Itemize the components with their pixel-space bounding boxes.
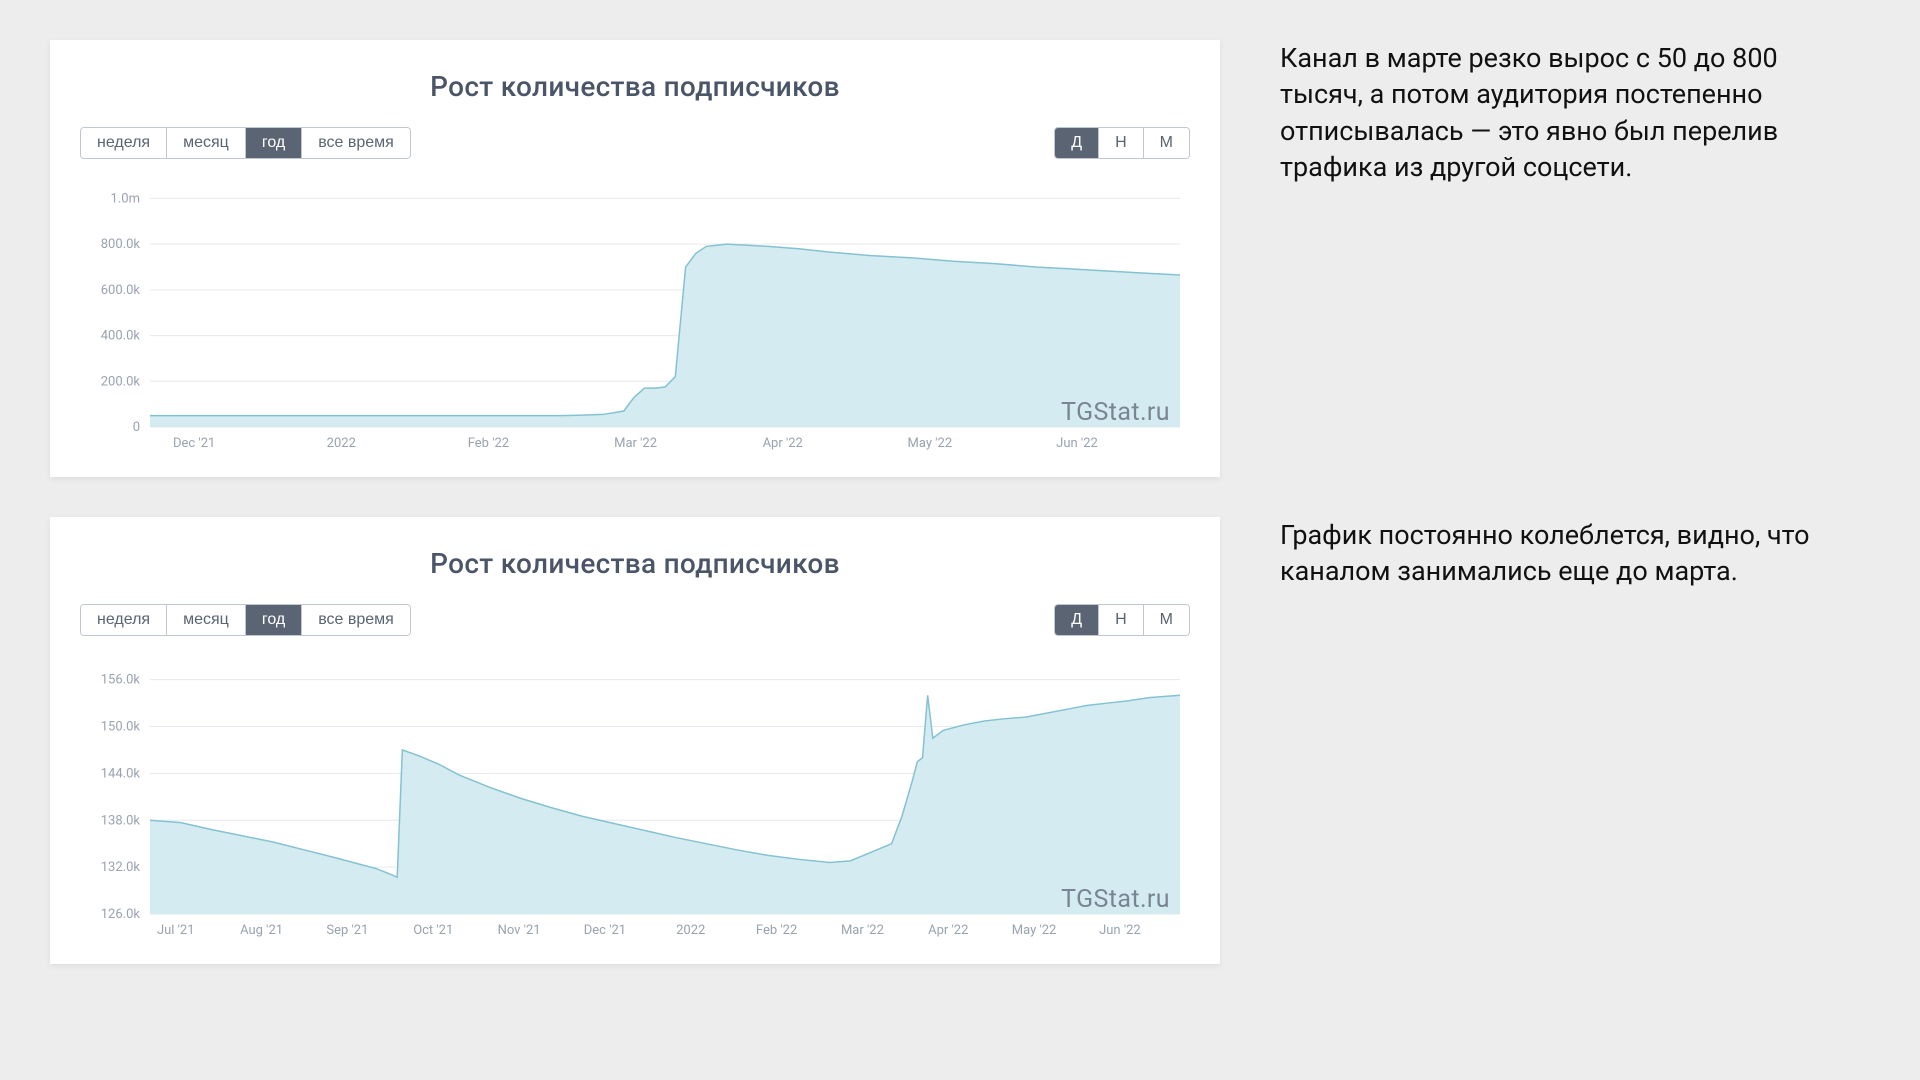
range-button-3[interactable]: все время: [302, 605, 410, 635]
range-button-1[interactable]: месяц: [167, 128, 246, 158]
svg-text:400.0k: 400.0k: [101, 329, 141, 344]
svg-text:Feb '22: Feb '22: [468, 436, 509, 451]
chart-controls-1: неделямесяцгодвсе время ДНМ: [80, 127, 1190, 159]
row-chart-2: Рост количества подписчиков неделямесяцг…: [50, 517, 1870, 964]
commentary-1: Канал в марте резко вырос с 50 до 800 ты…: [1280, 40, 1820, 186]
svg-text:126.0k: 126.0k: [101, 907, 141, 922]
svg-text:Apr '22: Apr '22: [928, 923, 968, 938]
svg-text:144.0k: 144.0k: [101, 766, 141, 781]
commentary-2: График постоянно колеблется, видно, что …: [1280, 517, 1820, 590]
chart-svg-2: 126.0k 132.0k 138.0k 144.0k 150.0k 156.0k Jul …: [80, 654, 1190, 944]
svg-text:800.0k: 800.0k: [101, 237, 141, 252]
chart-area-1: 0 200.0k 400.0k 600.0k 800.0k 1.0m Dec '21 2022…: [80, 177, 1190, 457]
svg-text:May '22: May '22: [908, 436, 953, 451]
agg-button-2[interactable]: М: [1144, 605, 1189, 635]
svg-text:156.0k: 156.0k: [101, 673, 141, 688]
svg-text:May '22: May '22: [1012, 923, 1057, 938]
agg-button-group-1: ДНМ: [1054, 127, 1190, 159]
svg-text:150.0k: 150.0k: [101, 720, 141, 735]
svg-text:200.0k: 200.0k: [101, 374, 141, 389]
svg-text:1.0m: 1.0m: [111, 191, 140, 206]
range-button-3[interactable]: все время: [302, 128, 410, 158]
range-button-2[interactable]: год: [246, 128, 302, 158]
chart-title-2: Рост количества подписчиков: [80, 547, 1190, 580]
svg-text:Dec '21: Dec '21: [584, 923, 626, 938]
chart-svg-1: 0 200.0k 400.0k 600.0k 800.0k 1.0m Dec '21 2022…: [80, 177, 1190, 457]
chart-card-1: Рост количества подписчиков неделямесяцг…: [50, 40, 1220, 477]
agg-button-1[interactable]: Н: [1099, 128, 1144, 158]
chart-area-2: 126.0k 132.0k 138.0k 144.0k 150.0k 156.0k Jul …: [80, 654, 1190, 944]
chart-controls-2: неделямесяцгодвсе время ДНМ: [80, 604, 1190, 636]
range-button-2[interactable]: год: [246, 605, 302, 635]
svg-text:Jun '22: Jun '22: [1056, 436, 1098, 451]
svg-text:Mar '22: Mar '22: [841, 923, 884, 938]
chart-title-1: Рост количества подписчиков: [80, 70, 1190, 103]
agg-button-0[interactable]: Д: [1055, 128, 1099, 158]
range-button-group-1: неделямесяцгодвсе время: [80, 127, 411, 159]
agg-button-group-2: ДНМ: [1054, 604, 1190, 636]
agg-button-0[interactable]: Д: [1055, 605, 1099, 635]
svg-text:138.0k: 138.0k: [101, 813, 141, 828]
svg-text:Nov '21: Nov '21: [498, 923, 541, 938]
row-chart-1: Рост количества подписчиков неделямесяцг…: [50, 40, 1870, 477]
svg-text:Jun '22: Jun '22: [1099, 923, 1141, 938]
svg-text:132.0k: 132.0k: [101, 860, 141, 875]
svg-text:2022: 2022: [676, 923, 705, 938]
svg-text:0: 0: [133, 420, 140, 435]
svg-text:Feb '22: Feb '22: [756, 923, 797, 938]
range-button-0[interactable]: неделя: [81, 605, 167, 635]
svg-text:Jul '21: Jul '21: [157, 923, 195, 938]
svg-text:600.0k: 600.0k: [101, 283, 141, 298]
svg-text:Sep '21: Sep '21: [326, 923, 368, 938]
svg-text:Oct '21: Oct '21: [413, 923, 453, 938]
svg-text:Dec '21: Dec '21: [173, 436, 215, 451]
range-button-group-2: неделямесяцгодвсе время: [80, 604, 411, 636]
range-button-0[interactable]: неделя: [81, 128, 167, 158]
range-button-1[interactable]: месяц: [167, 605, 246, 635]
agg-button-2[interactable]: М: [1144, 128, 1189, 158]
chart-card-2: Рост количества подписчиков неделямесяцг…: [50, 517, 1220, 964]
svg-text:Aug '21: Aug '21: [240, 923, 283, 938]
svg-text:2022: 2022: [327, 436, 356, 451]
svg-text:Mar '22: Mar '22: [614, 436, 657, 451]
svg-text:Apr '22: Apr '22: [763, 436, 803, 451]
agg-button-1[interactable]: Н: [1099, 605, 1144, 635]
